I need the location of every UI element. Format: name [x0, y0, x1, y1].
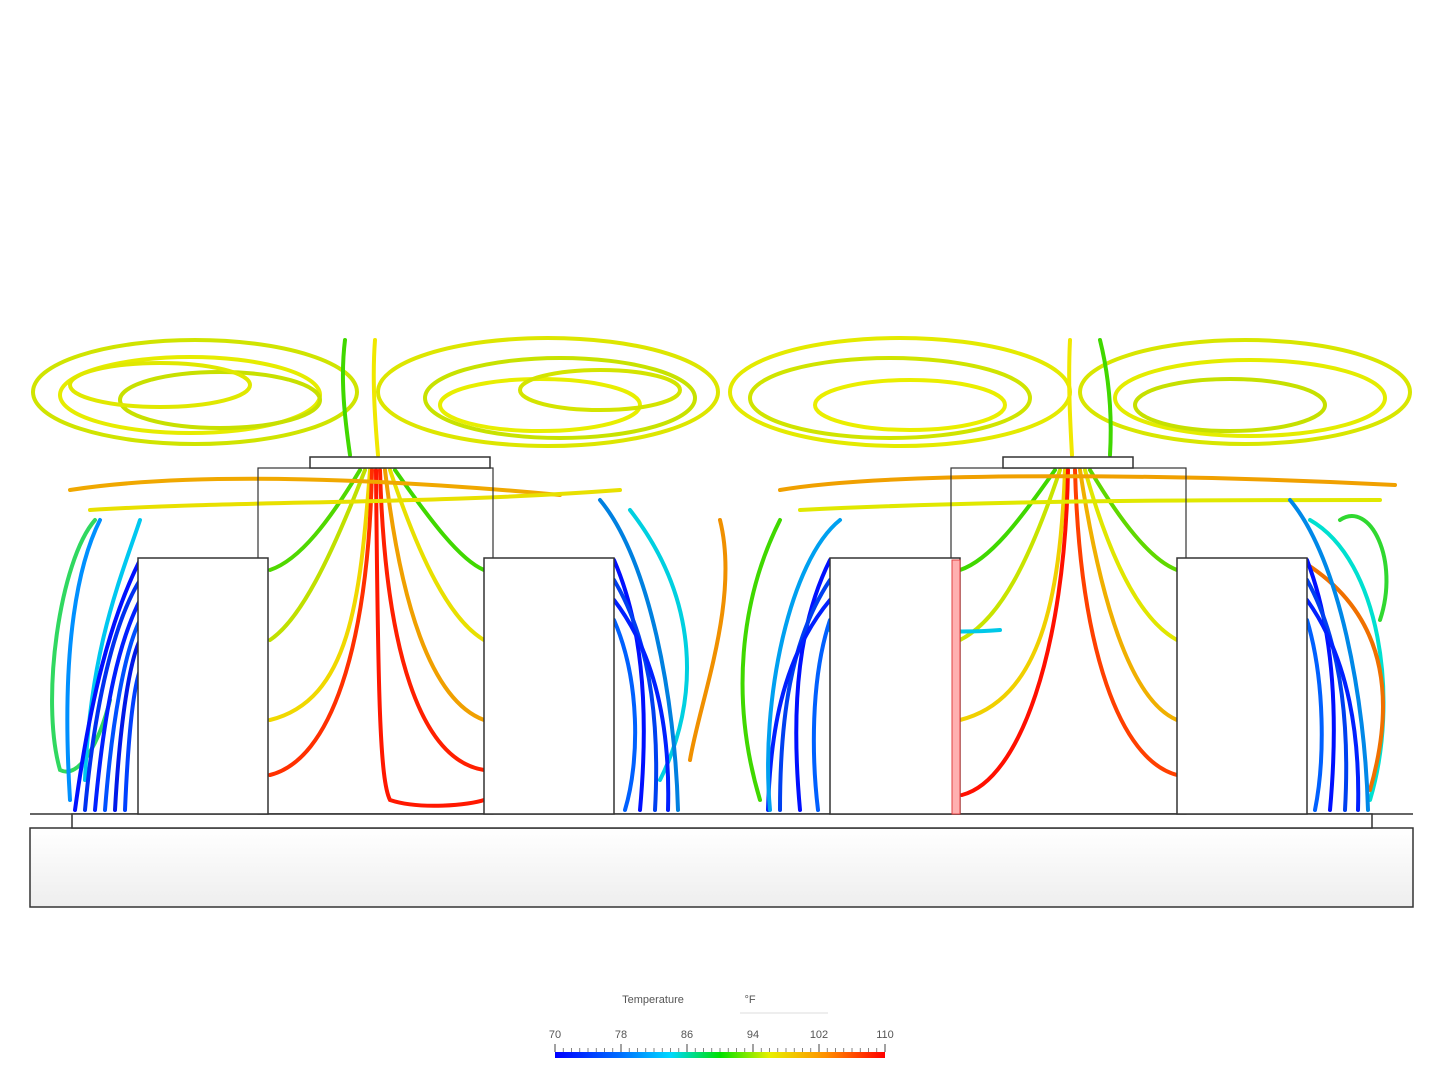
- legend-title: Temperature: [622, 994, 684, 1006]
- plinth: [71, 813, 1373, 829]
- rack: [137, 557, 269, 815]
- streamlines-top: [31, 336, 1412, 457]
- tick-label: 78: [615, 1029, 627, 1041]
- fan: [1002, 456, 1134, 469]
- legend-unit: °F: [744, 994, 755, 1006]
- streamlines-middle: [50, 468, 1397, 808]
- floor-slab: [29, 827, 1414, 908]
- streamlines-cold: [65, 498, 1370, 812]
- rack: [483, 557, 615, 815]
- tick-label: 110: [876, 1029, 894, 1041]
- geometry: [29, 456, 1414, 908]
- color-bar: [555, 1052, 885, 1058]
- tick-label: 102: [810, 1029, 828, 1041]
- rack-hot-face: [951, 559, 961, 815]
- tick-label: 86: [681, 1029, 693, 1041]
- tick-label: 94: [747, 1029, 759, 1041]
- rack: [1176, 557, 1308, 815]
- fan: [309, 456, 491, 469]
- tick-label: 70: [549, 1029, 561, 1041]
- rack: [829, 557, 961, 815]
- legend: Temperature °F 70 78 86 94 102 110: [549, 994, 894, 1058]
